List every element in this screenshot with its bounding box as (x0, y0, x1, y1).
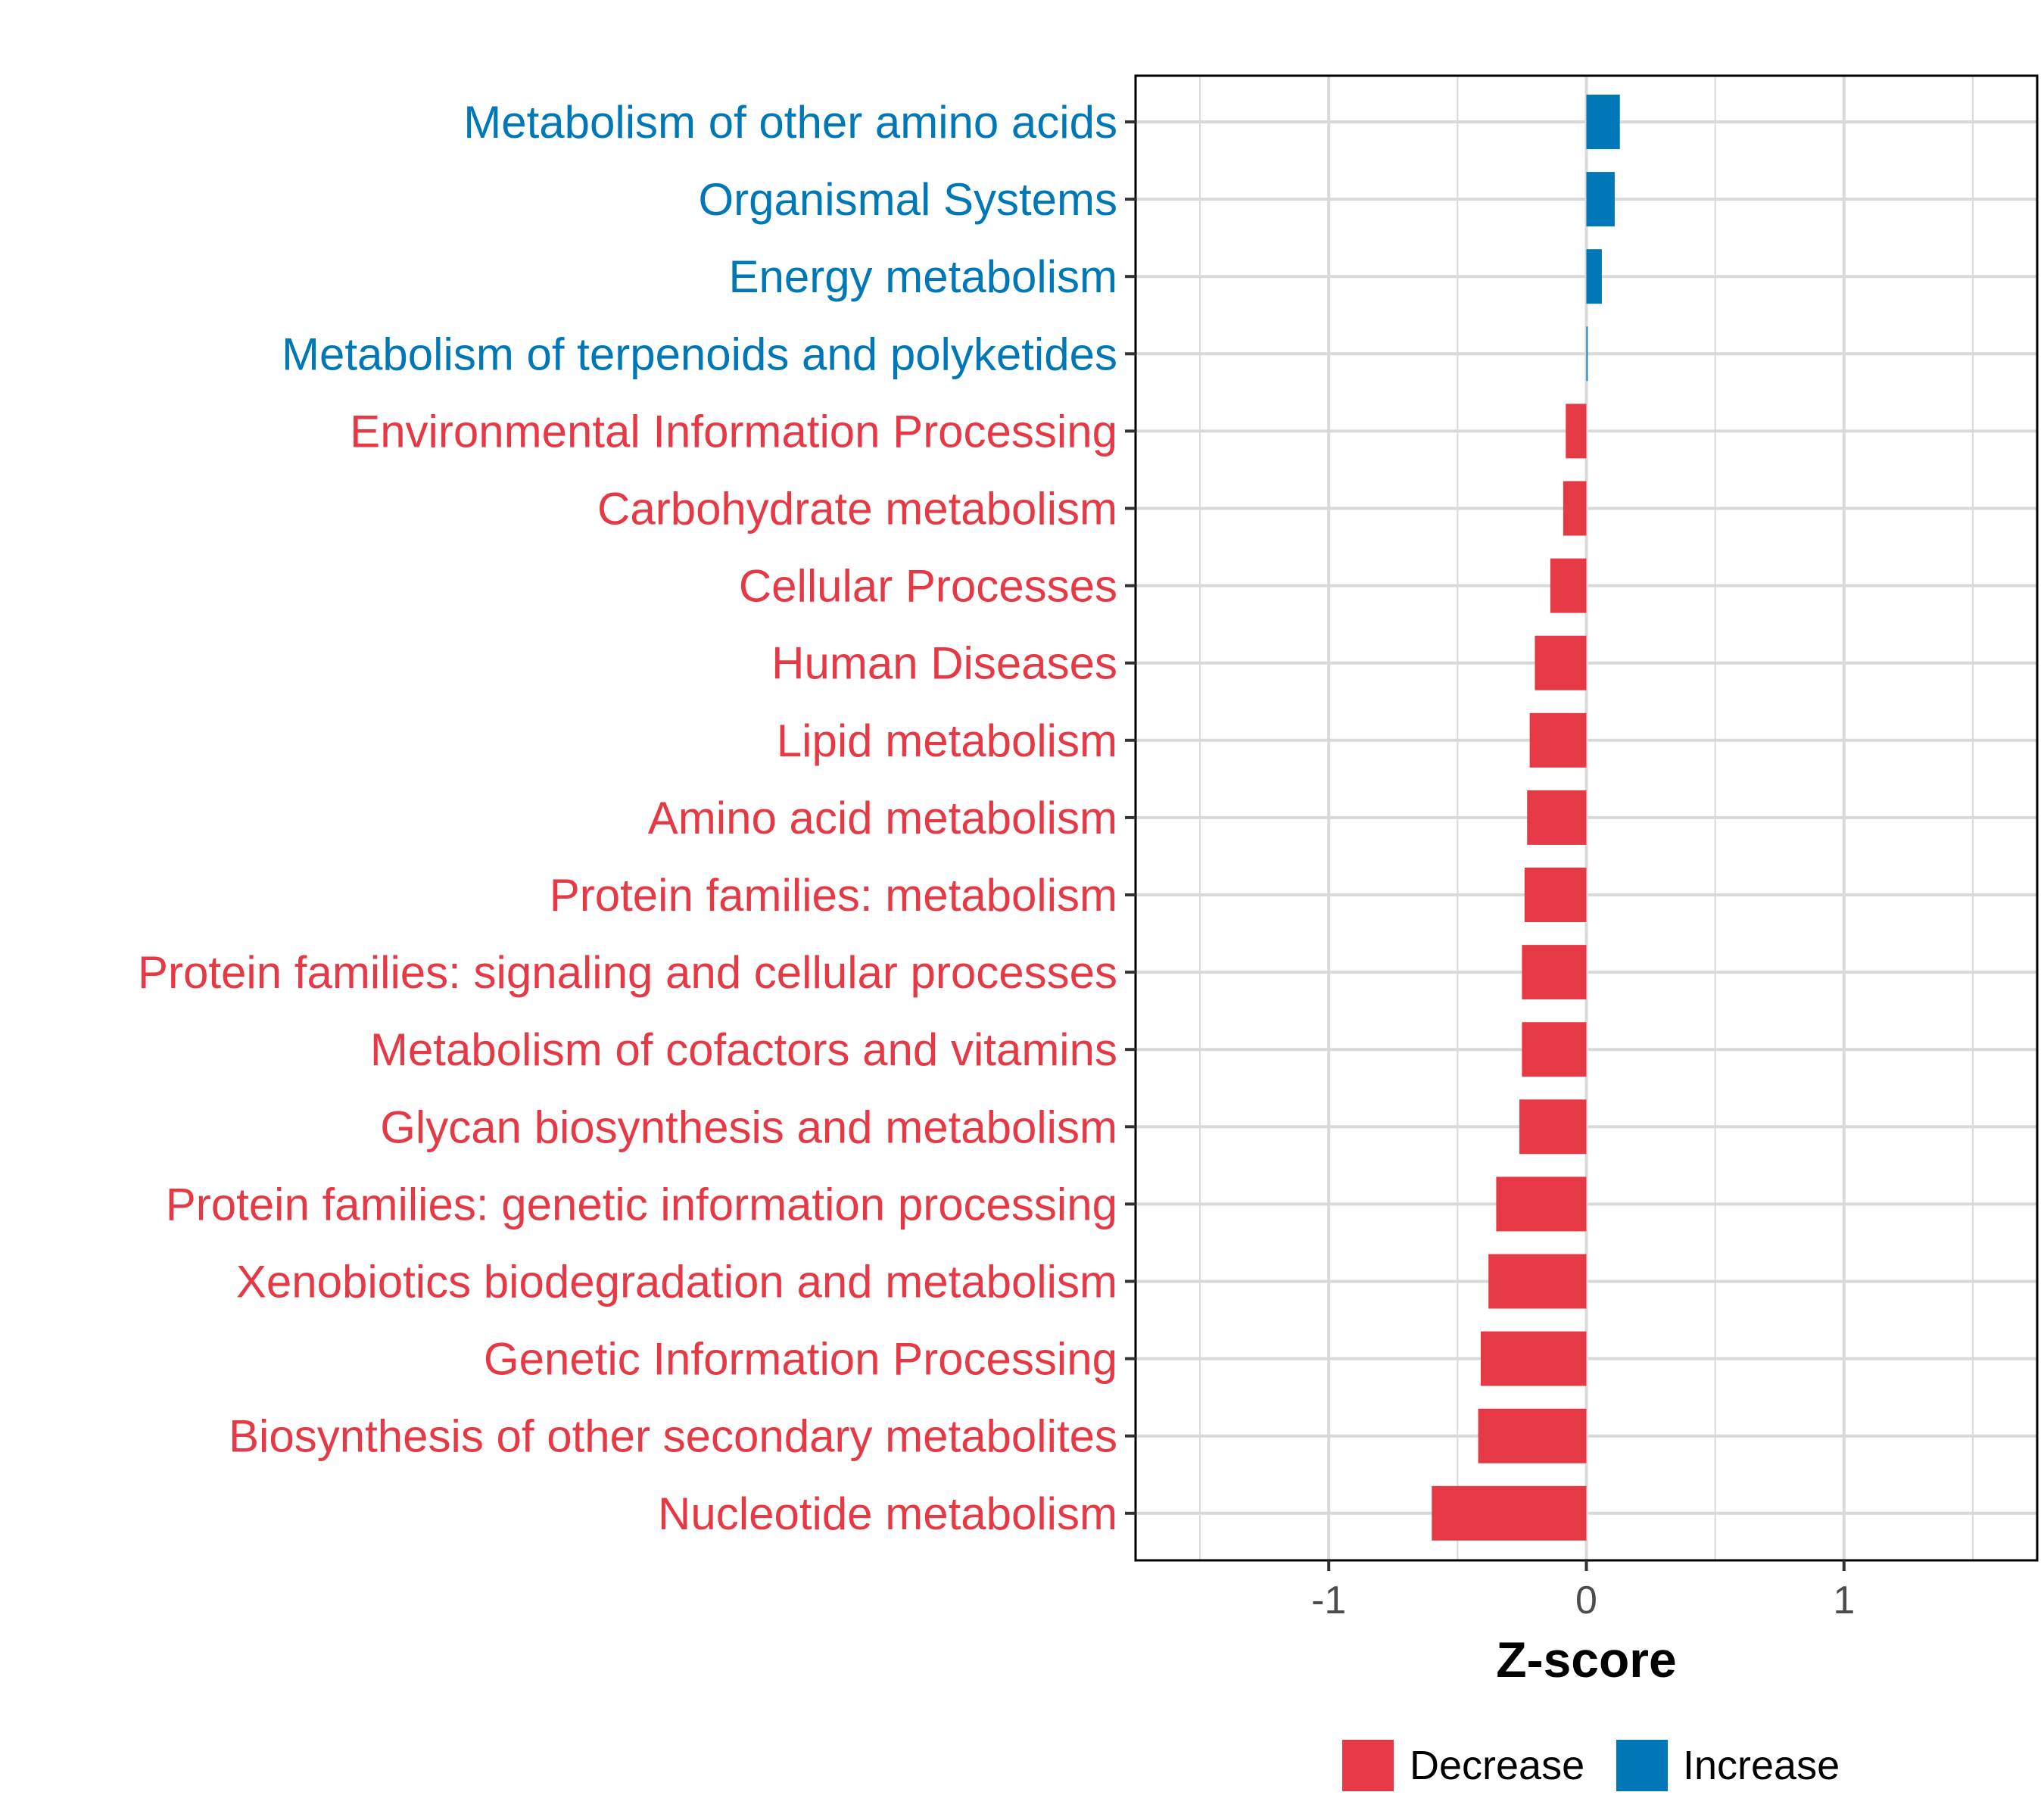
y-axis-ticks (1125, 120, 1136, 1515)
bar-cellular-processes (1550, 558, 1587, 613)
bar-protein-families-genetic-information-processing (1496, 1177, 1587, 1232)
legend-label-decrease: Decrease (1410, 1743, 1584, 1788)
y-tick-label: Protein families: genetic information pr… (166, 1179, 1117, 1230)
bar-genetic-information-processing (1480, 1331, 1587, 1386)
y-tick-label: Environmental Information Processing (350, 406, 1117, 457)
bar-metabolism-of-cofactors-and-vitamins (1522, 1022, 1587, 1077)
bar-biosynthesis-of-other-secondary-metabolites (1478, 1408, 1587, 1463)
y-tick-label: Biosynthesis of other secondary metaboli… (229, 1411, 1117, 1462)
y-tick-label: Lipid metabolism (777, 715, 1117, 766)
bar-organismal-systems (1586, 172, 1615, 227)
bar-carbohydrate-metabolism (1563, 481, 1587, 536)
y-axis-labels: Metabolism of other amino acids Organisma… (138, 97, 1117, 1539)
y-tick-label: Genetic Information Processing (484, 1334, 1117, 1385)
x-tick-label: 0 (1575, 1579, 1597, 1622)
y-tick-label: Metabolism of cofactors and vitamins (370, 1024, 1117, 1075)
y-tick-label: Carbohydrate metabolism (597, 484, 1117, 535)
bar-nucleotide-metabolism (1432, 1485, 1587, 1541)
x-axis-title: Z-score (1496, 1632, 1676, 1688)
bar-xenobiotics-biodegradation-and-metabolism (1488, 1254, 1587, 1309)
y-tick-label: Metabolism of terpenoids and polyketides (282, 329, 1117, 379)
bar-energy-metabolism (1586, 249, 1602, 304)
y-tick-label: Xenobiotics biodegradation and metabolis… (236, 1257, 1117, 1307)
y-tick-label: Protein families: metabolism (550, 870, 1117, 921)
x-axis-ticks: -1 0 1 (1311, 1560, 1855, 1622)
y-tick-label: Human Diseases (771, 638, 1117, 689)
bar-lipid-metabolism (1529, 712, 1587, 768)
legend-key-decrease (1342, 1740, 1394, 1791)
bar-environmental-information-processing (1566, 404, 1587, 459)
y-tick-label: Energy metabolism (728, 251, 1117, 302)
legend-key-increase (1616, 1740, 1668, 1791)
y-tick-label: Amino acid metabolism (648, 793, 1117, 843)
bar-glycan-biosynthesis-and-metabolism (1519, 1099, 1587, 1155)
y-tick-label: Cellular Processes (739, 561, 1117, 612)
bar-metabolism-of-other-amino-acids (1586, 95, 1620, 149)
y-tick-label: Protein families: signaling and cellular… (138, 947, 1117, 998)
x-tick-label: 1 (1833, 1579, 1855, 1622)
bar-human-diseases (1535, 635, 1587, 690)
x-tick-label: -1 (1311, 1579, 1346, 1622)
y-tick-label: Organismal Systems (699, 174, 1117, 225)
y-tick-label: Metabolism of other amino acids (463, 97, 1117, 148)
legend-label-increase: Increase (1683, 1743, 1840, 1788)
y-tick-label: Nucleotide metabolism (658, 1488, 1117, 1539)
bar-metabolism-of-terpenoids-and-polyketides (1586, 326, 1588, 382)
bar-protein-families-signaling-and-cellular-processes (1522, 945, 1587, 1000)
y-tick-label: Glycan biosynthesis and metabolism (380, 1102, 1117, 1152)
legend: Decrease Increase (1342, 1740, 1840, 1791)
bar-amino-acid-metabolism (1527, 790, 1587, 845)
bars (1432, 95, 1620, 1541)
bar-protein-families-metabolism (1524, 868, 1587, 922)
